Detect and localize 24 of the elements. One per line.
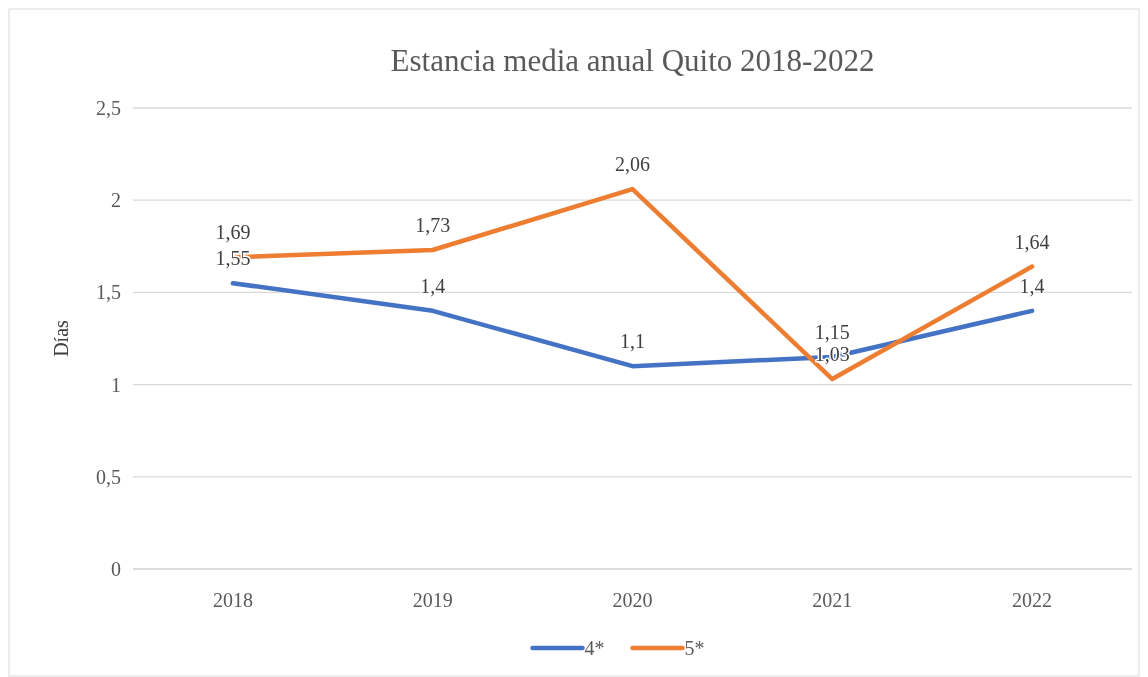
data-label: 2,06 [615, 153, 650, 176]
legend-label: 4* [584, 637, 605, 659]
data-label: 1,69 [215, 221, 251, 244]
data-label: 1,15 [814, 320, 850, 343]
data-label: 1,4 [420, 274, 446, 297]
y-axis-title: Días [50, 319, 72, 357]
legend-label: 5* [684, 637, 705, 659]
x-tick-label: 2020 [612, 589, 653, 611]
x-tick-label: 2021 [812, 589, 853, 611]
data-label: 1,64 [1014, 230, 1050, 253]
y-tick-label: 0 [111, 558, 121, 580]
x-tick-label: 2019 [412, 589, 453, 611]
y-tick-label: 2,5 [96, 97, 121, 119]
y-tick-label: 2 [111, 189, 121, 212]
data-label: 1,73 [415, 213, 451, 236]
data-label: 1,4 [1019, 274, 1045, 297]
x-tick-label: 2018 [212, 589, 253, 611]
data-label: 1,1 [620, 330, 645, 353]
y-tick-label: 1 [111, 373, 121, 396]
data-label: 1,55 [215, 247, 251, 270]
y-tick-label: 0,5 [96, 465, 121, 488]
y-tick-label: 1,5 [96, 281, 121, 304]
x-tick-label: 2022 [1012, 589, 1053, 611]
chart-title: Estancia media anual Quito 2018-2022 [390, 43, 875, 78]
